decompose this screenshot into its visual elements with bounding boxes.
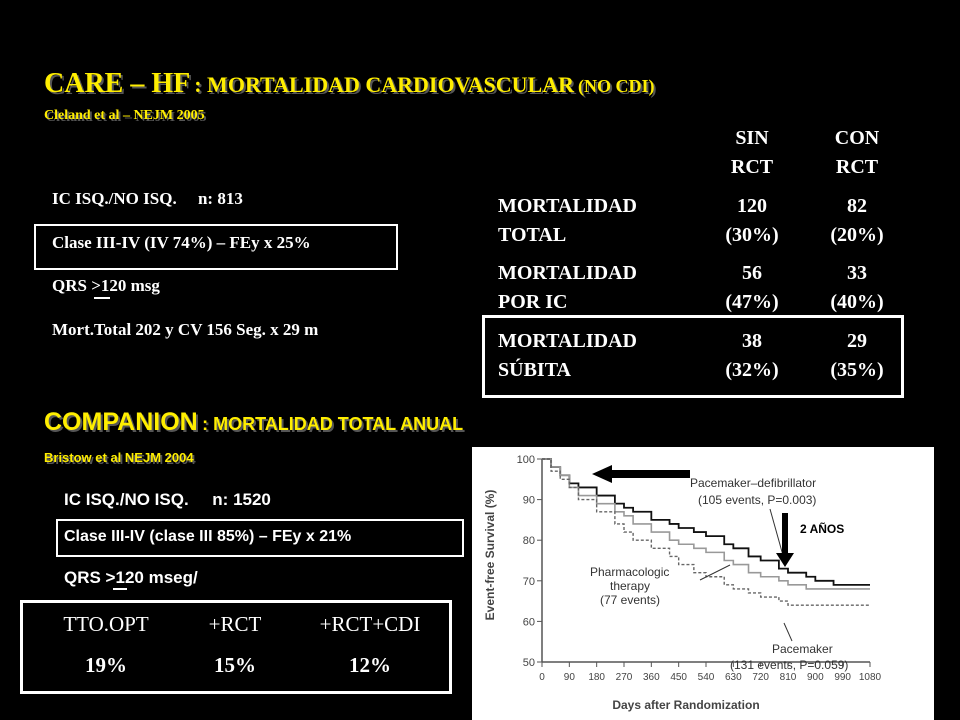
y-axis-label: Event-free Survival (%) — [483, 490, 497, 621]
care-title-main: CARE – HF — [44, 68, 191, 99]
summary-header-tto: TTO.OPT — [63, 612, 149, 636]
companion-summary-box — [20, 600, 452, 694]
chart-series — [542, 458, 870, 606]
care-title-paren: (NO CDI) — [578, 76, 655, 96]
label-pharmacologic-l2: therapy — [610, 579, 650, 593]
row-total-sin-2: (30%) — [725, 224, 779, 246]
row-ic-sin-2: (47%) — [725, 291, 779, 313]
companion-fact-1: IC ISQ./NO ISQ. n: 1520 — [64, 490, 271, 509]
row-subita-box — [482, 315, 904, 398]
care-fact-3-underline — [94, 297, 110, 299]
down-arrow-icon — [776, 513, 794, 567]
row-ic-sin-1: 56 — [742, 262, 762, 284]
leader-pacemaker — [783, 622, 793, 642]
row-subita-label-1: MORTALIDAD — [498, 330, 637, 352]
x-tick-label: 900 — [807, 672, 824, 683]
row-subita-sin-1: 38 — [742, 330, 762, 352]
care-fact-3-text: QRS >120 msg — [52, 276, 160, 295]
left-arrow-icon — [592, 465, 690, 483]
label-pacemaker-defib-events: (105 events, P=0.003) — [698, 493, 816, 507]
x-tick-label: 90 — [564, 672, 576, 683]
x-tick-label: 990 — [834, 672, 851, 683]
leader-defib — [769, 508, 785, 560]
x-axis-label: Days after Randomization — [612, 698, 759, 712]
care-fact-3: QRS >120 msg — [52, 276, 160, 296]
y-tick-label: 100 — [517, 454, 535, 466]
chart-axes: 50 60 70 80 90 100 0 90 180 270 360 450 540 630 720 810… — [517, 454, 882, 683]
two-years-label: 2 AÑOS — [800, 521, 844, 536]
row-ic-con-1: 33 — [847, 262, 867, 284]
x-tick-label: 1080 — [859, 672, 882, 683]
table-header-con-2: RCT — [835, 156, 879, 178]
x-tick-label: 180 — [588, 672, 605, 683]
summary-value-rct-cdi: 12% — [349, 653, 391, 677]
x-tick-label: 360 — [643, 672, 660, 683]
summary-header-rct: +RCT — [208, 612, 262, 636]
label-pharmacologic-events: (77 events) — [600, 593, 660, 607]
row-total-con-2: (20%) — [830, 224, 884, 246]
x-tick-label: 810 — [780, 672, 797, 683]
y-tick-label: 50 — [523, 657, 535, 669]
care-fact-2: Clase III-IV (IV 74%) – FEy x 25% — [52, 233, 311, 252]
series-line-2 — [542, 458, 870, 606]
label-pacemaker-events: (131 events, P=0.059) — [730, 658, 848, 672]
y-tick-label: 70 — [523, 576, 535, 588]
y-tick-label: 80 — [523, 535, 535, 547]
label-pacemaker-defib: Pacemaker–defibrillator — [690, 476, 816, 490]
table-header-con-1: CON — [834, 127, 880, 149]
row-subita-label-2: SÚBITA — [498, 359, 571, 381]
summary-value-tto: 19% — [85, 653, 127, 677]
companion-title-main: COMPANION — [44, 408, 198, 436]
leader-pharm — [699, 564, 731, 581]
table-header-sin-2: RCT — [730, 156, 774, 178]
care-fact-box — [34, 224, 398, 270]
summary-value-rct: 15% — [214, 653, 256, 677]
table-header-sin-1: SIN — [735, 127, 769, 149]
x-tick-label: 540 — [698, 672, 715, 683]
survival-chart: 50 60 70 80 90 100 0 90 180 270 360 450 540 630 720 810… — [472, 447, 934, 720]
companion-fact-box — [56, 519, 464, 557]
row-total-con-1: 82 — [847, 195, 867, 217]
row-ic-con-2: (40%) — [830, 291, 884, 313]
row-total-label-2: TOTAL — [498, 224, 567, 246]
row-subita-sin-2: (32%) — [725, 359, 779, 381]
summary-header-rct-cdi: +RCT+CDI — [319, 612, 421, 636]
care-fact-4: Mort.Total 202 y CV 156 Seg. x 29 m — [52, 320, 319, 339]
x-tick-label: 450 — [670, 672, 687, 683]
companion-title: COMPANION : MORTALIDAD TOTAL ANUAL — [44, 408, 463, 437]
row-subita-con-2: (35%) — [830, 359, 884, 381]
care-citation: Cleland et al – NEJM 2005 — [44, 108, 205, 123]
companion-fact-3-underline — [113, 588, 127, 590]
label-pharmacologic: Pharmacologic therapy — [590, 565, 669, 593]
row-ic-label-2: POR IC — [498, 291, 568, 313]
x-tick-label: 720 — [752, 672, 769, 683]
row-ic-label-1: MORTALIDAD — [498, 262, 637, 284]
label-pharmacologic-l1: Pharmacologic — [590, 565, 669, 579]
companion-fact-3: QRS >120 mseg/ — [64, 568, 198, 587]
x-tick-label: 0 — [539, 672, 545, 683]
row-total-sin-1: 120 — [737, 195, 767, 217]
row-total-label-1: MORTALIDAD — [498, 195, 637, 217]
chart-background — [472, 447, 934, 720]
companion-citation: Bristow et al NEJM 2004 — [44, 450, 194, 465]
row-subita-con-1: 29 — [847, 330, 867, 352]
care-fact-1: IC ISQ./NO ISQ. n: 813 — [52, 189, 243, 208]
label-pacemaker: Pacemaker — [772, 642, 833, 656]
companion-fact-2: Clase III-IV (clase III 85%) – FEy x 21% — [64, 528, 352, 545]
y-tick-label: 90 — [523, 495, 535, 507]
care-title-sub: : MORTALIDAD CARDIOVASCULAR — [194, 72, 575, 97]
x-tick-label: 270 — [616, 672, 633, 683]
companion-title-sub: : MORTALIDAD TOTAL ANUAL — [202, 414, 464, 434]
care-title: CARE – HF : MORTALIDAD CARDIOVASCULAR (N… — [44, 68, 655, 100]
y-tick-label: 60 — [523, 616, 535, 628]
x-tick-label: 630 — [725, 672, 742, 683]
